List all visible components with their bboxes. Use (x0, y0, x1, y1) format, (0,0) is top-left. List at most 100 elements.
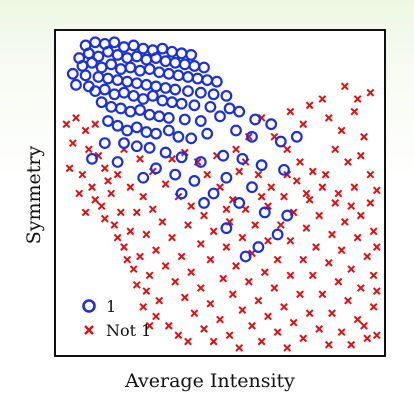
point-not-1 (88, 183, 96, 192)
point-not-1 (324, 113, 333, 122)
point-1 (79, 69, 92, 82)
point-1 (207, 88, 220, 101)
point-not-1 (289, 318, 298, 327)
point-1 (185, 49, 198, 61)
point-not-1 (113, 233, 122, 242)
point-1 (169, 168, 182, 181)
point-not-1 (350, 183, 359, 192)
point-1 (169, 83, 182, 96)
point-not-1 (84, 145, 93, 154)
point-not-1 (152, 312, 160, 321)
point-not-1 (161, 180, 170, 188)
point-1 (143, 141, 156, 154)
point-not-1 (305, 195, 314, 204)
point-1 (220, 222, 233, 235)
point-not-1 (344, 158, 352, 166)
point-not-1 (299, 255, 308, 264)
point-not-1 (353, 315, 362, 324)
point-not-1 (235, 167, 244, 176)
point-not-1 (296, 290, 304, 299)
point-not-1 (312, 243, 320, 251)
point-not-1 (238, 233, 247, 242)
point-not-1 (206, 299, 215, 308)
point-not-1 (216, 315, 224, 324)
point-not-1 (100, 214, 109, 223)
point-not-1 (161, 262, 170, 270)
point-1 (194, 86, 207, 99)
point-not-1 (308, 271, 317, 280)
point-not-1 (308, 167, 317, 176)
point-not-1 (126, 227, 135, 236)
point-not-1 (283, 343, 292, 352)
point-1 (159, 146, 172, 159)
point-not-1 (104, 176, 112, 185)
point-not-1 (200, 325, 208, 333)
point-1 (150, 127, 162, 140)
point-not-1 (126, 183, 135, 192)
point-not-1 (120, 243, 128, 251)
point-1 (172, 130, 185, 143)
point-not-1 (136, 252, 144, 261)
point-not-1 (200, 211, 208, 220)
point-not-1 (72, 113, 80, 122)
point-1 (146, 89, 159, 102)
point-not-1 (244, 277, 253, 286)
point-not-1 (299, 334, 308, 343)
x-axis-label: Average Intensity (124, 370, 295, 392)
point-1 (201, 127, 214, 140)
point-1 (198, 197, 210, 209)
point-not-1 (209, 337, 218, 346)
point-not-1 (136, 154, 144, 163)
point-not-1 (139, 302, 148, 311)
point-1 (134, 104, 146, 116)
point-not-1 (254, 296, 263, 305)
point-not-1 (206, 255, 215, 264)
point-1 (255, 159, 268, 172)
point-1 (246, 130, 258, 143)
point-not-1 (257, 192, 266, 201)
point-1 (162, 124, 175, 137)
point-not-1 (81, 126, 90, 135)
point-1 (108, 36, 121, 49)
point-not-1 (286, 107, 295, 116)
point-not-1 (187, 268, 196, 277)
point-1 (162, 111, 175, 124)
point-not-1 (363, 252, 372, 261)
point-not-1 (286, 236, 295, 245)
point-not-1 (100, 164, 109, 173)
point-1 (290, 130, 303, 143)
point-not-1 (315, 325, 324, 333)
point-not-1 (171, 277, 180, 286)
point-not-1 (139, 192, 148, 201)
point-not-1 (68, 139, 77, 148)
point-1 (188, 99, 201, 112)
point-1 (92, 50, 105, 63)
point-not-1 (302, 189, 311, 198)
point-not-1 (273, 328, 282, 337)
point-1 (137, 171, 150, 184)
point-1 (175, 97, 188, 110)
point-not-1 (340, 217, 349, 226)
point-1 (217, 149, 230, 162)
point-not-1 (107, 189, 116, 198)
point-not-1 (184, 337, 192, 346)
point-1 (95, 96, 108, 109)
point-not-1 (270, 284, 279, 292)
point-not-1 (145, 321, 154, 330)
point-not-1 (356, 151, 365, 160)
point-1 (175, 187, 188, 200)
point-not-1 (337, 126, 346, 135)
point-1 (258, 206, 271, 219)
point-not-1 (296, 158, 304, 166)
point-not-1 (267, 183, 276, 192)
point-not-1 (168, 233, 176, 242)
point-not-1 (235, 343, 244, 352)
data-marks (62, 36, 381, 352)
point-not-1 (356, 211, 365, 220)
point-not-1 (177, 252, 186, 261)
point-not-1 (248, 321, 256, 330)
point-not-1 (132, 280, 141, 289)
point-not-1 (216, 183, 224, 192)
point-not-1 (334, 277, 343, 286)
point-not-1 (145, 271, 154, 280)
